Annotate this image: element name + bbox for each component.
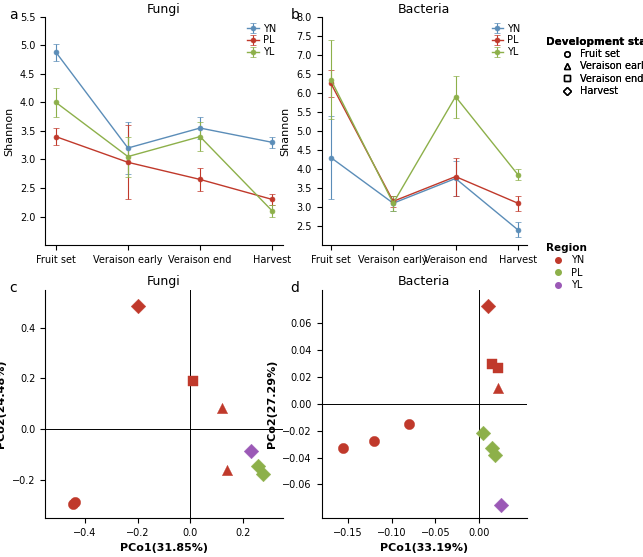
Point — [222, 465, 233, 474]
Point — [338, 444, 349, 453]
Point — [258, 469, 268, 478]
Point — [246, 446, 257, 455]
Point — [490, 451, 500, 460]
Point — [68, 500, 78, 509]
Legend: YN, PL, YL: YN, PL, YL — [542, 239, 590, 294]
Text: b: b — [291, 8, 300, 22]
Legend: YN, PL, YL: YN, PL, YL — [246, 22, 278, 60]
Title: Fungi: Fungi — [147, 3, 181, 16]
Point — [369, 437, 379, 446]
Point — [132, 302, 143, 311]
Text: a: a — [10, 8, 18, 22]
Point — [70, 497, 80, 506]
Point — [487, 359, 498, 368]
Y-axis label: PCo2(27.29%): PCo2(27.29%) — [267, 360, 276, 448]
Title: Fungi: Fungi — [147, 276, 181, 289]
X-axis label: PCo1(33.19%): PCo1(33.19%) — [380, 543, 469, 553]
Point — [404, 419, 414, 428]
Point — [217, 403, 227, 412]
Y-axis label: Shannon: Shannon — [281, 106, 291, 155]
Legend: YN, PL, YL: YN, PL, YL — [490, 22, 522, 60]
Y-axis label: PCo2(24.48%): PCo2(24.48%) — [0, 360, 6, 448]
Text: c: c — [10, 281, 17, 295]
Legend: Fruit set, Veraison early, Veraison end, Harvest: Fruit set, Veraison early, Veraison end,… — [542, 33, 643, 100]
Text: d: d — [291, 281, 300, 295]
Point — [483, 301, 493, 310]
Y-axis label: Shannon: Shannon — [5, 106, 14, 155]
Title: Bacteria: Bacteria — [398, 3, 451, 16]
Point — [493, 383, 503, 392]
Title: Bacteria: Bacteria — [398, 276, 451, 289]
Point — [253, 462, 263, 471]
Point — [478, 429, 489, 438]
X-axis label: PCo1(31.85%): PCo1(31.85%) — [120, 543, 208, 553]
Point — [493, 363, 503, 372]
Point — [188, 377, 198, 385]
Point — [487, 444, 498, 453]
Point — [496, 500, 506, 509]
